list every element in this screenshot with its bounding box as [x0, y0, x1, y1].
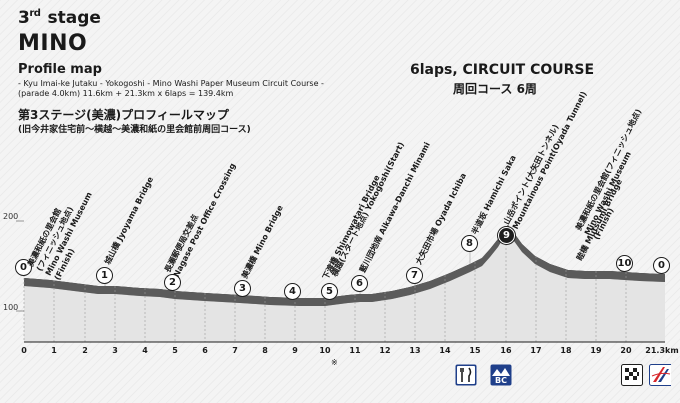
fork-knife-icon	[455, 364, 477, 386]
marker-2[interactable]: 2	[164, 274, 181, 291]
marker-8[interactable]: 8	[461, 235, 478, 252]
x-tick-12: 12	[379, 346, 391, 355]
altitude-label-100: 100	[3, 303, 19, 312]
circuit-course-label-ja: 周回コース 6周	[453, 82, 537, 96]
x-tick-2: 2	[82, 346, 88, 355]
footnote-mark: ※	[331, 358, 338, 367]
stage-name: MINO	[18, 31, 88, 56]
marker-1[interactable]: 1	[96, 267, 113, 284]
marker-0-finish[interactable]: 0	[653, 257, 670, 274]
tour-logo-icon	[649, 364, 671, 386]
marker-9-summit[interactable]: 9	[498, 227, 515, 244]
x-tick-13: 13	[409, 346, 421, 355]
x-tick-5: 5	[172, 346, 178, 355]
x-tick-18: 18	[560, 346, 572, 355]
bc-icon: BC	[490, 364, 512, 386]
marker-5[interactable]: 5	[321, 283, 338, 300]
altitude-label-200: 200	[3, 212, 19, 221]
elevation-base	[24, 233, 665, 342]
x-tick-9: 9	[292, 346, 298, 355]
x-tick-0: 0	[21, 346, 27, 355]
x-tick-8: 8	[262, 346, 268, 355]
japanese-subtitle: (旧今井家住宅前～横越～美濃和紙の里会館前周回コース)	[18, 125, 251, 135]
x-tick-16: 16	[500, 346, 512, 355]
x-tick-11: 11	[349, 346, 361, 355]
stage-number: 3rd	[18, 8, 41, 28]
course-line-2: (parade 4.0km) 11.6km + 21.3km x 6laps =…	[18, 89, 234, 98]
marker-3[interactable]: 3	[234, 280, 251, 297]
x-tick-20: 20	[620, 346, 632, 355]
x-tick-19: 19	[590, 346, 602, 355]
x-tick-1: 1	[51, 346, 57, 355]
marker-6[interactable]: 6	[351, 275, 368, 292]
x-tick-17: 17	[530, 346, 542, 355]
x-tick-15: 15	[469, 346, 481, 355]
marker-4[interactable]: 4	[284, 283, 301, 300]
x-tick-3: 3	[112, 346, 118, 355]
x-tick-10: 10	[319, 346, 331, 355]
checkered-flag-icon	[621, 364, 643, 386]
x-tick-4: 4	[142, 346, 148, 355]
marker-10[interactable]: 10	[616, 255, 633, 272]
x-tick-7: 7	[232, 346, 238, 355]
bc-label: BC	[495, 376, 507, 385]
circuit-course-label: 6laps, CIRCUIT COURSE	[410, 62, 595, 78]
japanese-title: 第3ステージ(美濃)プロフィールマップ	[18, 108, 229, 122]
course-description: - Kyu Imai-ke Jutaku - Yokogoshi - Mino …	[18, 79, 388, 99]
stage-word: stage	[47, 8, 101, 28]
km-gridlines	[23, 228, 627, 342]
profile-title: Profile map	[18, 62, 102, 77]
stage-heading: 3rd stage	[18, 8, 101, 28]
x-tick-6: 6	[202, 346, 208, 355]
marker-0-start[interactable]: 0	[15, 259, 32, 276]
marker-7[interactable]: 7	[406, 267, 423, 284]
course-line-1: - Kyu Imai-ke Jutaku - Yokogoshi - Mino …	[18, 79, 324, 88]
x-tick-21: 21.3km	[645, 346, 679, 355]
x-tick-14: 14	[439, 346, 451, 355]
